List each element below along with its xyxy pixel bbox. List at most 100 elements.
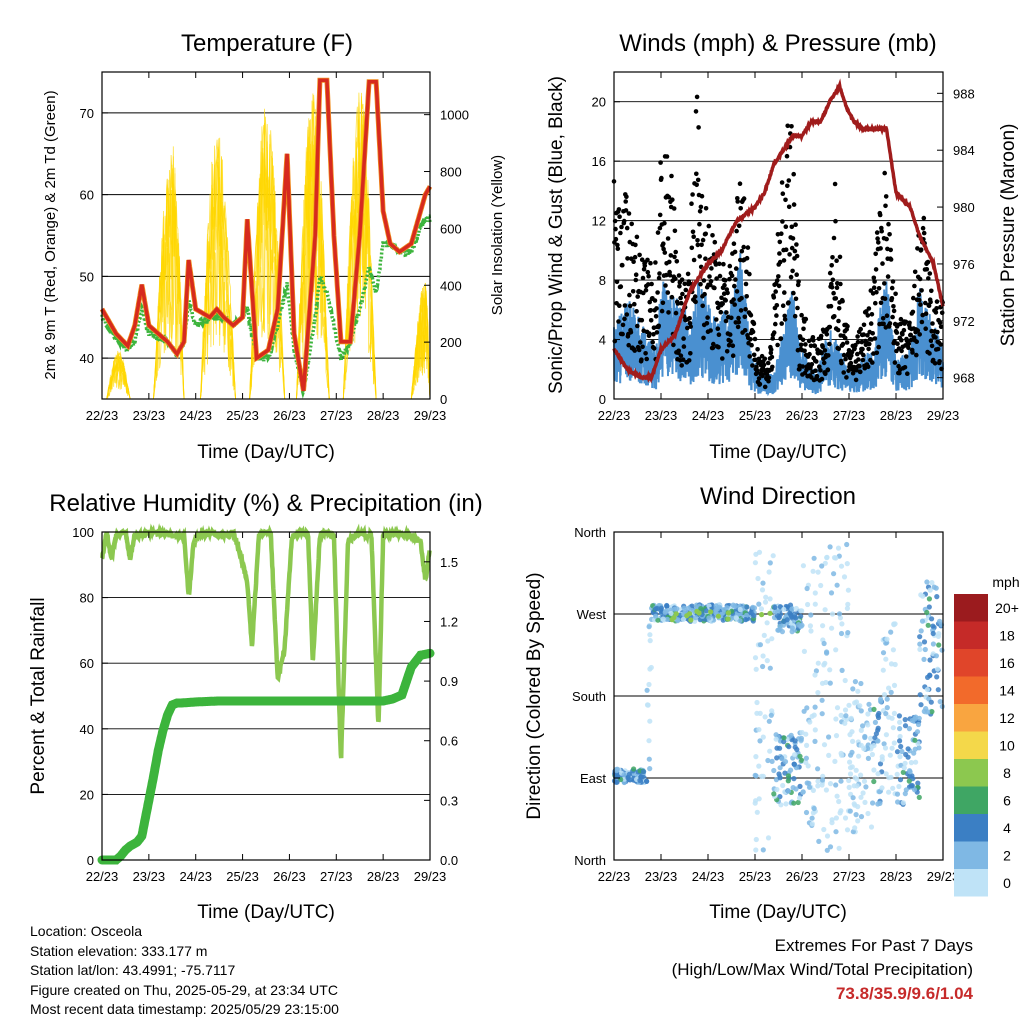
direction-point (834, 793, 840, 799)
direction-point (813, 668, 820, 674)
direction-point (750, 604, 756, 610)
solar-insolation-line (342, 111, 377, 400)
x-tick-label: 26/23 (786, 408, 819, 423)
gust-point (615, 246, 621, 251)
gust-point (825, 367, 831, 373)
direction-point (844, 541, 850, 548)
gust-point (876, 240, 881, 245)
gust-point (735, 324, 741, 330)
gust-point (638, 340, 643, 345)
gust-point (739, 295, 744, 301)
gust-point (640, 275, 646, 281)
direction-point (847, 808, 853, 814)
direction-point (797, 795, 803, 801)
direction-point (753, 836, 759, 843)
speed-legend-label: 2 (1003, 847, 1011, 863)
direction-point (911, 750, 917, 756)
direction-point (905, 754, 911, 760)
gust-point (774, 313, 779, 318)
winds-xticks: 22/23 23/23 24/23 25/23 26/23 27/23 28/23 29/23 (598, 72, 959, 423)
direction-point (798, 613, 804, 619)
gust-point (756, 376, 762, 381)
gust-point (874, 289, 879, 295)
gust-point (703, 206, 709, 211)
gust-point (807, 351, 812, 357)
gust-point (629, 221, 634, 227)
gust-point (729, 273, 735, 279)
direction-point (855, 688, 861, 694)
gust-point (906, 345, 911, 351)
y-tick-label: 80 (80, 591, 94, 606)
direction-point (800, 563, 807, 569)
gust-point (687, 316, 692, 321)
gust-point (754, 364, 759, 370)
direction-point (631, 766, 637, 772)
gust-point (721, 261, 726, 267)
direction-point (924, 579, 930, 585)
direction-point (789, 606, 795, 612)
gust-point (671, 206, 677, 211)
gust-point (836, 346, 842, 352)
y-tick-label: 4 (599, 333, 606, 348)
direction-point (782, 770, 788, 776)
x-tick-label: 22/23 (86, 408, 119, 423)
direction-point (614, 779, 620, 785)
gust-point (798, 342, 804, 348)
direction-point (884, 705, 890, 711)
gust-point (826, 353, 831, 358)
gust-point (710, 233, 715, 238)
gust-point (618, 230, 623, 236)
gust-point (777, 259, 783, 265)
direction-point (936, 642, 942, 648)
direction-point (878, 696, 884, 702)
solar-ylabel: Solar Insolation (Yellow) (489, 155, 506, 315)
direction-point (843, 713, 849, 719)
gust-point (860, 357, 866, 363)
gust-point (914, 339, 919, 345)
gust-point (643, 351, 648, 356)
direction-point (783, 801, 789, 807)
direction-point (914, 729, 921, 735)
gust-point (855, 339, 861, 345)
direction-point (779, 756, 785, 762)
gust-point (880, 316, 886, 321)
gust-point (874, 350, 880, 356)
y-right-tick-label: 988 (953, 86, 975, 101)
dewpoint-line (100, 211, 432, 399)
direction-point (823, 787, 830, 793)
direction-point (794, 746, 800, 753)
gust-point (699, 193, 705, 199)
direction-point (871, 742, 877, 749)
direction-point (752, 800, 758, 806)
direction-point (857, 703, 863, 709)
y-tick-label: East (580, 771, 606, 786)
gust-point (699, 242, 704, 248)
gust-point (655, 230, 661, 235)
direction-point (918, 628, 924, 634)
direction-point (805, 763, 811, 769)
gust-point (789, 224, 795, 230)
gust-point (911, 295, 916, 301)
gust-point (716, 332, 722, 338)
direction-point (847, 771, 854, 777)
direction-point (714, 606, 720, 612)
gust-point (801, 326, 806, 332)
direction-point (845, 601, 851, 607)
gust-point (827, 324, 833, 330)
gust-point (624, 312, 630, 317)
gust-point (883, 203, 888, 209)
gust-point (624, 194, 629, 199)
speed-legend-swatch (954, 621, 988, 649)
gust-point (930, 321, 935, 326)
direction-point (858, 742, 864, 749)
direction-point (767, 610, 773, 616)
speed-legend-swatch (954, 676, 988, 704)
gust-point (617, 214, 622, 219)
gust-point (751, 352, 757, 358)
direction-point (865, 810, 871, 817)
gust-point (871, 275, 877, 281)
direction-point (791, 614, 798, 620)
direction-point (851, 801, 857, 807)
gust-point (894, 330, 900, 335)
wind-direction-panel: Wind Direction Direction (Colored By Spe… (524, 483, 1020, 923)
